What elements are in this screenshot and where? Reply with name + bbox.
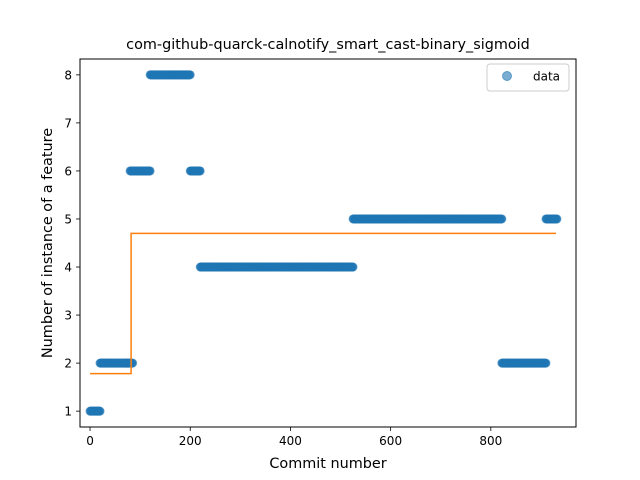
- legend-box: [486, 63, 570, 92]
- y-tick-label: 5: [64, 212, 72, 226]
- y-tick-label: 3: [64, 309, 72, 323]
- y-tick-label: 1: [64, 405, 72, 419]
- data-point: [541, 358, 551, 368]
- y-tick-label: 7: [64, 116, 72, 130]
- data-point: [185, 70, 195, 80]
- fit-line-layer: [90, 232, 556, 375]
- x-tick-label: 200: [179, 434, 202, 448]
- x-tick-label: 600: [379, 434, 402, 448]
- data-point: [145, 166, 155, 176]
- y-tick-label: 6: [64, 164, 72, 178]
- y-axis-ticks: 1 2 3 4 5 6 7 8: [64, 68, 80, 419]
- x-tick-label: 0: [86, 434, 94, 448]
- y-tick-label: 4: [64, 261, 72, 275]
- data-point: [348, 262, 358, 272]
- x-tick-label: 400: [279, 434, 302, 448]
- data-point: [552, 214, 562, 224]
- legend-marker-data: [502, 71, 512, 81]
- y-tick-label: 8: [64, 68, 72, 82]
- x-tick-label: 800: [479, 434, 502, 448]
- plot-area: [85, 70, 562, 416]
- x-axis-ticks: 0 200 400 600 800: [86, 427, 502, 448]
- data-point: [95, 406, 105, 416]
- x-axis-label: Commit number: [269, 456, 386, 472]
- data-point: [497, 214, 507, 224]
- data-point: [128, 358, 138, 368]
- chart-title: com-github-quarck-calnotify_smart_cast-b…: [126, 37, 530, 53]
- legend-label-data: data: [533, 70, 560, 84]
- axes-frame: [79, 58, 577, 428]
- y-tick-label: 2: [64, 357, 72, 371]
- legend: data: [486, 63, 570, 92]
- fit-line: [90, 232, 556, 375]
- y-axis-label: Number of instance of a feature: [40, 128, 56, 358]
- data-point: [195, 166, 205, 176]
